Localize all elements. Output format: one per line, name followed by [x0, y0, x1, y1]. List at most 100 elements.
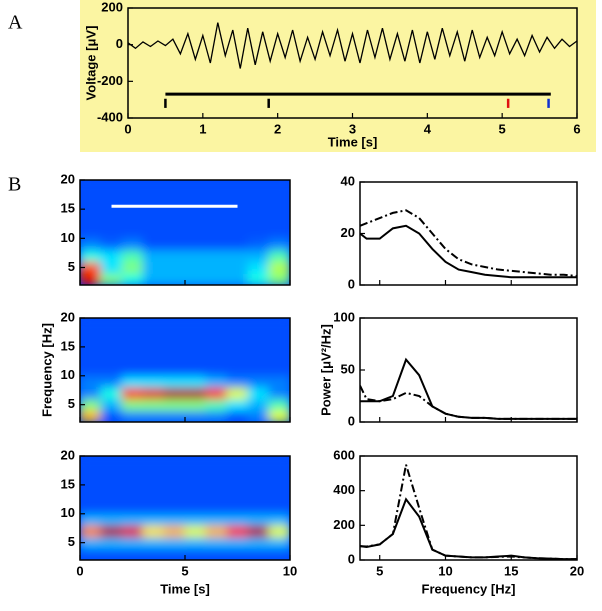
heatmap-cell: [226, 191, 249, 204]
y-tick-label: 10: [61, 505, 75, 520]
heatmap-cell: [226, 467, 249, 480]
heatmap-cell: [247, 237, 270, 251]
plot-area: [360, 182, 577, 285]
heatmap-cell: [205, 340, 228, 354]
heatmap-cell: [205, 547, 228, 560]
heatmap-cell: [80, 456, 102, 469]
heatmap-cell: [247, 375, 270, 388]
panel-label: A: [8, 12, 23, 34]
heatmap-cell: [100, 456, 123, 469]
x-tick-label: 5: [376, 563, 383, 578]
heatmap-cell: [205, 386, 228, 400]
panel-label: B: [8, 174, 21, 196]
heatmap-cell: [205, 249, 228, 263]
heatmap-cell: [226, 501, 249, 515]
heatmap-cell: [205, 202, 228, 216]
heatmap-cell: [184, 467, 207, 480]
heatmap-cell: [226, 490, 249, 503]
heatmap-cell: [268, 237, 290, 251]
heatmap-cell: [226, 261, 249, 274]
heatmap-cell: [268, 536, 290, 549]
heatmap-cell: [80, 237, 102, 251]
plot-content: [360, 464, 577, 560]
heatmap-cell: [205, 467, 228, 480]
y-axis-label: Voltage [μV]: [83, 26, 98, 101]
heatmap-cell: [205, 226, 228, 239]
heatmap-cell: [142, 272, 165, 285]
heatmap-cell: [163, 467, 186, 480]
heatmap-cell: [100, 513, 123, 526]
heatmap-cell: [100, 386, 123, 400]
heatmap-cell: [205, 513, 228, 526]
heatmap-cell: [247, 318, 270, 331]
panel-background: [80, 0, 596, 152]
heatmap-cell: [247, 329, 270, 342]
x-tick-label: 10: [283, 563, 297, 578]
plot-frame: [359, 455, 578, 561]
heatmap-cell: [80, 191, 102, 204]
x-axis-label: Time [s]: [328, 134, 378, 149]
heatmap-cell: [121, 547, 144, 560]
heatmap-cell: [80, 409, 102, 422]
heatmap-cell: [184, 191, 207, 204]
heatmap-cell: [100, 249, 123, 263]
heatmap-cell: [100, 467, 123, 480]
heatmap-cell: [100, 261, 123, 274]
heatmap-cell: [100, 547, 123, 560]
heatmap-cell: [142, 191, 165, 204]
heatmap-cell: [142, 467, 165, 480]
heatmap-cell: [100, 318, 123, 331]
heatmap-cell: [121, 340, 144, 354]
heatmap-cell: [184, 409, 207, 422]
heatmap-cell: [247, 409, 270, 422]
heatmap-cell: [226, 249, 249, 263]
heatmap-cell: [184, 226, 207, 239]
heatmap-cell: [184, 214, 207, 228]
heatmap-cell: [100, 490, 123, 503]
heatmap-cell: [121, 191, 144, 204]
y-axis-label: Power [μV²/Hz]: [318, 324, 333, 416]
heatmap-cell: [163, 409, 186, 422]
heatmap-cell: [80, 536, 102, 549]
y-tick-label: 20: [341, 225, 355, 240]
heatmap-cell: [100, 329, 123, 342]
heatmap-cell: [268, 478, 290, 492]
heatmap-cell: [163, 375, 186, 388]
heatmap-cell: [184, 261, 207, 274]
heatmap-cell: [184, 536, 207, 549]
heatmap-cell: [142, 375, 165, 388]
heatmap-cell: [226, 272, 249, 285]
y-tick-label: 15: [61, 338, 75, 353]
heatmap-cell: [205, 501, 228, 515]
heatmap-cell: [268, 513, 290, 526]
y-axis-label: Frequency [Hz]: [39, 323, 54, 417]
heatmap-cell: [80, 467, 102, 480]
y-tick-label: 5: [68, 534, 75, 549]
data-line: [360, 209, 577, 277]
heatmap-cell: [80, 340, 102, 354]
heatmap-cell: [247, 340, 270, 354]
heatmap-cell: [80, 375, 102, 388]
heatmap-cell: [100, 340, 123, 354]
heatmap-cell: [247, 272, 270, 285]
heatmap-cell: [247, 363, 270, 377]
heatmap-cell: [226, 478, 249, 492]
heatmap-cell: [100, 272, 123, 285]
heatmap-cell: [247, 191, 270, 204]
heatmap-cell: [268, 202, 290, 216]
x-tick-label: 10: [438, 563, 452, 578]
heatmap-cell: [205, 478, 228, 492]
heatmap-cell: [226, 202, 249, 216]
heatmap-cell: [100, 352, 123, 365]
heatmap-cell: [163, 524, 186, 538]
heatmap-cell: [121, 202, 144, 216]
heatmap-cell: [121, 501, 144, 515]
heatmap-cell: [184, 398, 207, 411]
heatmap-cell: [142, 490, 165, 503]
heatmap-cell: [205, 272, 228, 285]
heatmap-cell: [100, 202, 123, 216]
heatmap-cell: [121, 536, 144, 549]
plot-area: [360, 318, 577, 422]
heatmap-cell: [184, 329, 207, 342]
heatmap-cell: [121, 524, 144, 538]
